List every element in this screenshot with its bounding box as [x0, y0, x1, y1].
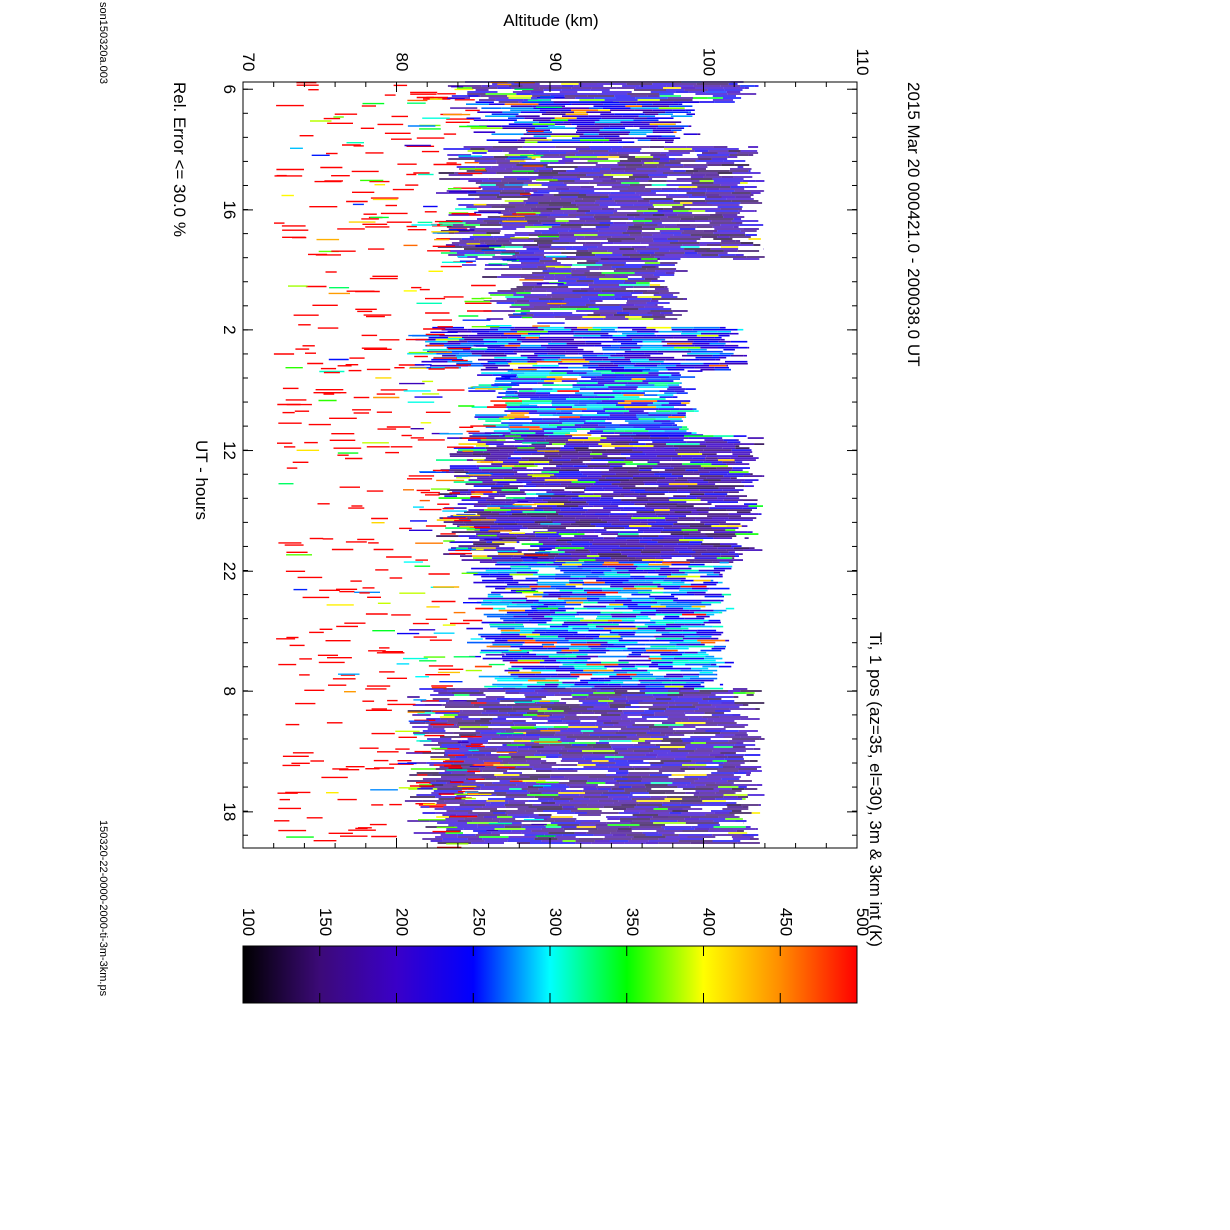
chart-title: 2015 Mar 20 000421.0 - 200038.0 UT — [904, 82, 923, 366]
colorbar-tick-label: 300 — [546, 908, 565, 936]
data-block-5 — [468, 370, 704, 436]
y-axis-label: Altitude (km) — [503, 11, 598, 30]
time-tick-label: 6 — [220, 84, 239, 93]
rel-error-annotation: Rel. Error <= 30.0 % — [170, 82, 189, 237]
altitude-tick-label: 110 — [853, 48, 872, 75]
colorbar-tick-label: 500 — [853, 908, 872, 936]
x-axis-label: UT - hours — [192, 440, 211, 520]
colorbar-tick-label: 250 — [469, 908, 488, 936]
data-block-2 — [436, 146, 765, 260]
data-marks — [273, 81, 765, 849]
colorbar-tick-label: 350 — [623, 908, 642, 936]
altitude-tick-label: 70 — [239, 53, 258, 72]
altitude-tick-label: 100 — [700, 48, 719, 76]
output-file-label: 150320-22-0000-2000-ti-3m-3km.ps — [97, 820, 109, 997]
colorbar-ticks: 100 150 200 250 300 350 400 450 500 — [239, 908, 872, 1003]
time-tick-label: 18 — [220, 802, 239, 821]
colorbar-tick-label: 450 — [776, 908, 795, 936]
time-tick-label: 2 — [220, 325, 239, 334]
data-block-0 — [437, 81, 759, 103]
time-tick-label: 12 — [220, 441, 239, 460]
data-block-3 — [482, 258, 688, 320]
colorbar-tick-label: 100 — [239, 908, 258, 936]
altitude-tick-label: 80 — [393, 53, 412, 72]
title: 2015 Mar 20 000421.0 - 200038.0 UT — [904, 82, 923, 366]
altitude-tick-label: 90 — [546, 53, 565, 72]
data-block-4 — [407, 326, 750, 371]
colorbar-tick-label: 150 — [316, 908, 335, 936]
time-tick-label: 16 — [220, 200, 239, 219]
colorbar-tick-label: 200 — [393, 908, 412, 936]
data-block-1 — [466, 101, 701, 143]
data-block-7 — [466, 561, 735, 690]
source-file-label: son150320a.003 — [97, 2, 109, 84]
low-altitude-marks — [273, 81, 572, 849]
colorbar-tick-label: 400 — [700, 908, 719, 936]
time-tick-label: 8 — [220, 686, 239, 695]
data-block-6 — [436, 435, 765, 563]
chart-subtitle: Ti, 1 pos (az=35, el=30), 3m & 3km int (… — [866, 632, 885, 947]
time-tick-label: 22 — [220, 562, 239, 581]
axes: 70 80 90 100 110 6 16 2 12 22 8 18 — [220, 48, 872, 849]
